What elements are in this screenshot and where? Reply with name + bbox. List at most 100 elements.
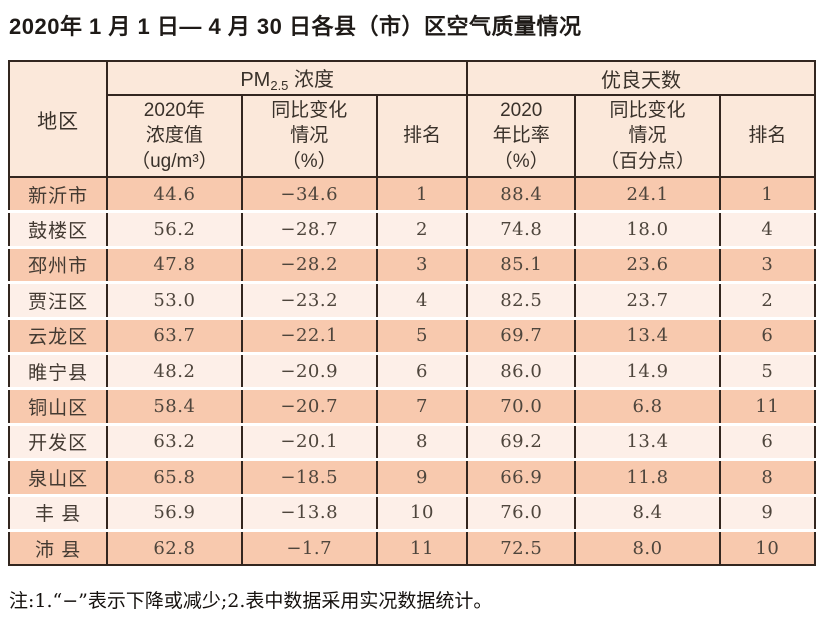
table-row: 新沂市 44.6 −34.6 1 88.4 24.1 1 — [7, 177, 817, 212]
table-header: 地区 PM2.5 浓度 优良天数 2020年 浓度值 （ug/m³） 同比变化 … — [7, 60, 817, 178]
value-cell: −18.5 — [240, 458, 378, 496]
value-cell: 1 — [375, 177, 469, 212]
value-cell: 13.4 — [574, 422, 721, 460]
value-cell: −20.1 — [240, 422, 378, 460]
value-cell: 66.9 — [466, 458, 577, 496]
value-cell: 53.0 — [106, 281, 243, 319]
value-cell: 9 — [375, 458, 469, 496]
value-cell: 7 — [375, 387, 469, 425]
table-row: 鼓楼区 56.2 −28.7 2 74.8 18.0 4 — [7, 210, 817, 248]
value-cell: 13.4 — [574, 316, 721, 354]
value-cell: 10 — [375, 493, 469, 531]
table-row: 睢宁县 48.2 −20.9 6 86.0 14.9 5 — [7, 351, 817, 389]
table-row: 铜山区 58.4 −20.7 7 70.0 6.8 11 — [7, 387, 817, 425]
column-header-days-change: 同比变化 情况 （百分点） — [574, 94, 721, 178]
table-row: 云龙区 63.7 −22.1 5 69.7 13.4 6 — [7, 316, 817, 354]
table-row: 邳州市 47.8 −28.2 3 85.1 23.6 3 — [7, 245, 817, 283]
value-cell: 6 — [718, 316, 817, 354]
value-cell: −28.2 — [240, 245, 378, 283]
value-cell: 3 — [718, 245, 817, 283]
value-cell: 74.8 — [466, 210, 577, 248]
value-cell: 44.6 — [106, 177, 243, 212]
value-cell: 72.5 — [466, 528, 577, 566]
value-cell: 23.7 — [574, 281, 721, 319]
value-cell: 11 — [718, 387, 817, 425]
value-cell: 8.0 — [574, 528, 721, 566]
value-cell: 8 — [718, 458, 817, 496]
region-cell: 云龙区 — [7, 316, 109, 354]
value-cell: 56.9 — [106, 493, 243, 531]
value-cell: 85.1 — [466, 245, 577, 283]
table-row: 丰 县 56.9 −13.8 10 76.0 8.4 9 — [7, 493, 817, 531]
pm25-suffix: 浓度 — [288, 69, 334, 91]
value-cell: 76.0 — [466, 493, 577, 531]
value-cell: −28.7 — [240, 210, 378, 248]
value-cell: 69.7 — [466, 316, 577, 354]
region-cell: 铜山区 — [7, 387, 109, 425]
value-cell: 11.8 — [574, 458, 721, 496]
value-cell: 65.8 — [106, 458, 243, 496]
value-cell: −22.1 — [240, 316, 378, 354]
region-cell: 丰 县 — [7, 493, 109, 531]
table-row: 贾汪区 53.0 −23.2 4 82.5 23.7 2 — [7, 281, 817, 319]
footnote: 注:1.“−”表示下降或减少;2.表中数据采用实况数据统计。 — [9, 590, 493, 613]
value-cell: 63.7 — [106, 316, 243, 354]
value-cell: −13.8 — [240, 493, 378, 531]
region-cell: 邳州市 — [7, 245, 109, 283]
value-cell: 70.0 — [466, 387, 577, 425]
region-cell: 鼓楼区 — [7, 210, 109, 248]
column-header-pm-rank: 排名 — [375, 94, 469, 178]
value-cell: −20.7 — [240, 387, 378, 425]
region-cell: 泉山区 — [7, 458, 109, 496]
table-row: 开发区 63.2 −20.1 8 69.2 13.4 6 — [7, 422, 817, 460]
value-cell: 9 — [718, 493, 817, 531]
value-cell: 8.4 — [574, 493, 721, 531]
value-cell: 1 — [718, 177, 817, 212]
value-cell: 6 — [718, 422, 817, 460]
value-cell: 56.2 — [106, 210, 243, 248]
value-cell: 69.2 — [466, 422, 577, 460]
column-group-good-days: 优良天数 — [466, 60, 816, 96]
value-cell: 18.0 — [574, 210, 721, 248]
value-cell: −23.2 — [240, 281, 378, 319]
value-cell: −34.6 — [240, 177, 378, 212]
value-cell: 2 — [718, 281, 817, 319]
value-cell: −20.9 — [240, 351, 378, 389]
column-header-pm-change: 同比变化 情况 （%） — [240, 94, 378, 178]
value-cell: 5 — [718, 351, 817, 389]
value-cell: 11 — [375, 528, 469, 566]
value-cell: 4 — [718, 210, 817, 248]
value-cell: 10 — [718, 528, 817, 566]
value-cell: 63.2 — [106, 422, 243, 460]
table-row: 沛 县 62.8 −1.7 11 72.5 8.0 10 — [7, 528, 817, 566]
page-title: 2020年 1 月 1 日— 4 月 30 日各县（市）区空气质量情况 — [9, 14, 582, 39]
column-group-pm25: PM2.5 浓度 — [106, 60, 469, 96]
value-cell: 6.8 — [574, 387, 721, 425]
region-cell: 睢宁县 — [7, 351, 109, 389]
column-header-region: 地区 — [7, 60, 109, 178]
value-cell: 58.4 — [106, 387, 243, 425]
region-cell: 沛 县 — [7, 528, 109, 566]
pm25-subscript: 2.5 — [270, 78, 289, 93]
table-row: 泉山区 65.8 −18.5 9 66.9 11.8 8 — [7, 458, 817, 496]
region-cell: 新沂市 — [7, 177, 109, 212]
value-cell: 24.1 — [574, 177, 721, 212]
column-header-pm-value: 2020年 浓度值 （ug/m³） — [106, 94, 243, 178]
value-cell: 6 — [375, 351, 469, 389]
region-cell: 贾汪区 — [7, 281, 109, 319]
table-body: 新沂市 44.6 −34.6 1 88.4 24.1 1 鼓楼区 56.2 −28.7 2 74.8 1… — [7, 177, 817, 566]
value-cell: 82.5 — [466, 281, 577, 319]
value-cell: 2 — [375, 210, 469, 248]
value-cell: 47.8 — [106, 245, 243, 283]
pm25-label: PM — [240, 69, 271, 91]
air-quality-table: 地区 PM2.5 浓度 优良天数 2020年 浓度值 （ug/m³） 同比变化 … — [7, 60, 817, 567]
value-cell: 14.9 — [574, 351, 721, 389]
value-cell: 8 — [375, 422, 469, 460]
value-cell: 88.4 — [466, 177, 577, 212]
value-cell: 62.8 — [106, 528, 243, 566]
value-cell: 86.0 — [466, 351, 577, 389]
value-cell: −1.7 — [240, 528, 378, 566]
value-cell: 48.2 — [106, 351, 243, 389]
value-cell: 3 — [375, 245, 469, 283]
value-cell: 23.6 — [574, 245, 721, 283]
